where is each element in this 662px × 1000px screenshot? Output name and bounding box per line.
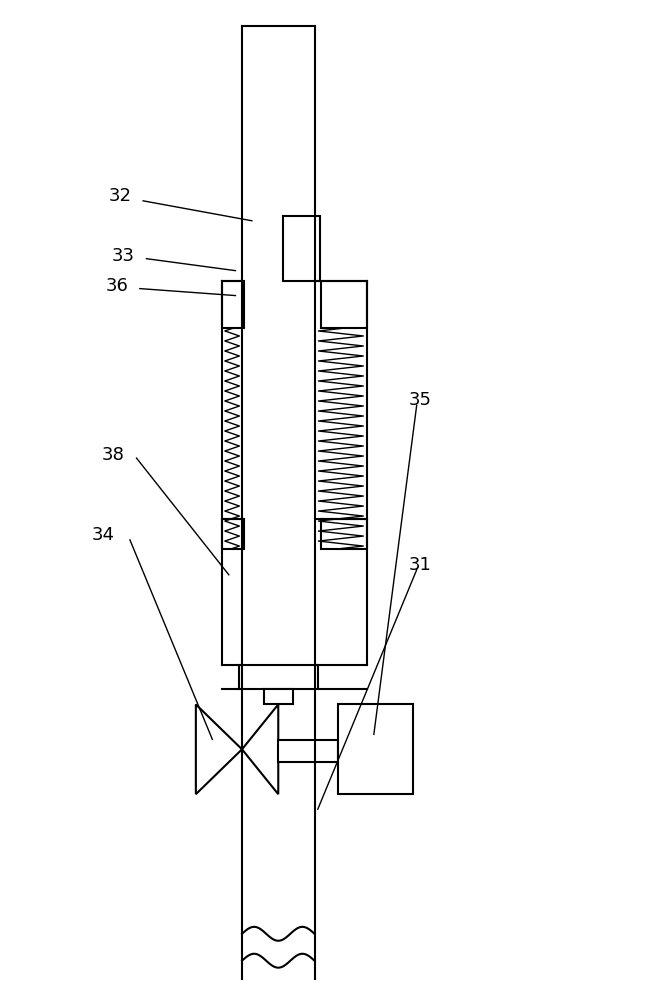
Bar: [239, 665, 318, 689]
Polygon shape: [242, 704, 278, 794]
Bar: [278, 740, 338, 762]
Polygon shape: [196, 704, 242, 794]
Bar: [222, 281, 244, 328]
Text: 38: 38: [102, 446, 125, 464]
Bar: [222, 519, 244, 549]
Text: 31: 31: [408, 556, 432, 574]
Bar: [283, 216, 320, 281]
Text: 36: 36: [105, 277, 128, 295]
Bar: [321, 519, 367, 549]
Bar: [263, 689, 293, 704]
Text: 32: 32: [109, 187, 132, 205]
Bar: [338, 704, 413, 794]
Bar: [321, 281, 367, 328]
Text: 35: 35: [408, 391, 432, 409]
Text: 33: 33: [112, 247, 135, 265]
Text: 34: 34: [92, 526, 115, 544]
